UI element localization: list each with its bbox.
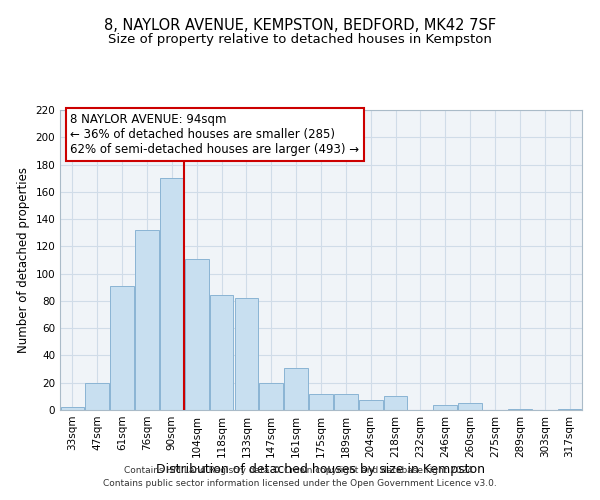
- Text: Contains public sector information licensed under the Open Government Licence v3: Contains public sector information licen…: [103, 478, 497, 488]
- Bar: [61, 408, 84, 410]
- Bar: [259, 382, 283, 410]
- Text: Contains HM Land Registry data © Crown copyright and database right 2024.: Contains HM Land Registry data © Crown c…: [124, 466, 476, 475]
- Y-axis label: Number of detached properties: Number of detached properties: [17, 167, 30, 353]
- X-axis label: Distribution of detached houses by size in Kempston: Distribution of detached houses by size …: [157, 462, 485, 475]
- Bar: [309, 394, 333, 410]
- Bar: [384, 396, 407, 410]
- Bar: [185, 258, 209, 410]
- Bar: [110, 286, 134, 410]
- Bar: [135, 230, 159, 410]
- Bar: [284, 368, 308, 410]
- Bar: [558, 408, 581, 410]
- Bar: [210, 296, 233, 410]
- Bar: [458, 403, 482, 410]
- Text: 8, NAYLOR AVENUE, KEMPSTON, BEDFORD, MK42 7SF: 8, NAYLOR AVENUE, KEMPSTON, BEDFORD, MK4…: [104, 18, 496, 32]
- Bar: [508, 408, 532, 410]
- Bar: [433, 404, 457, 410]
- Bar: [85, 382, 109, 410]
- Bar: [235, 298, 258, 410]
- Bar: [334, 394, 358, 410]
- Bar: [359, 400, 383, 410]
- Bar: [160, 178, 184, 410]
- Text: 8 NAYLOR AVENUE: 94sqm
← 36% of detached houses are smaller (285)
62% of semi-de: 8 NAYLOR AVENUE: 94sqm ← 36% of detached…: [70, 113, 359, 156]
- Text: Size of property relative to detached houses in Kempston: Size of property relative to detached ho…: [108, 32, 492, 46]
